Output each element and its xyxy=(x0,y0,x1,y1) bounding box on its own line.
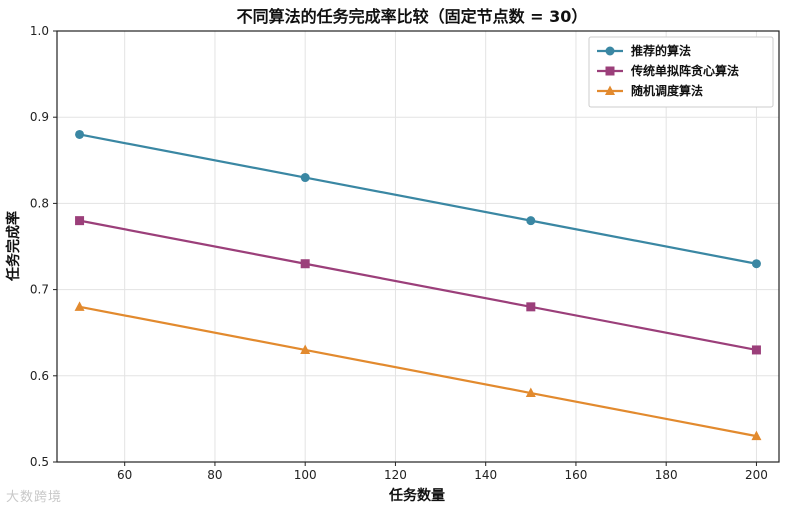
legend-marker xyxy=(605,66,615,76)
series-3 xyxy=(74,301,762,441)
data-point xyxy=(75,216,85,226)
data-point xyxy=(300,344,311,354)
data-point xyxy=(751,345,761,355)
legend-box xyxy=(588,36,774,108)
legend-label: 随机调度算法 xyxy=(631,83,703,98)
series-2 xyxy=(75,216,761,355)
x-tick-label: 180 xyxy=(655,468,678,482)
x-tick-label: 140 xyxy=(474,468,497,482)
series-layer xyxy=(74,129,762,441)
data-point xyxy=(75,129,85,139)
y-tick-label: 0.9 xyxy=(30,110,49,124)
x-tick-label: 80 xyxy=(207,468,222,482)
series-line xyxy=(79,219,757,352)
data-point xyxy=(525,387,536,398)
y-tick-label: 1.0 xyxy=(30,24,49,38)
series-line xyxy=(79,133,757,265)
legend-marker xyxy=(605,85,615,95)
x-axis-label: 任务数量 xyxy=(388,487,445,504)
x-tick-label: 100 xyxy=(294,468,317,482)
series-line xyxy=(79,305,757,438)
watermark: 大数跨境 xyxy=(6,490,63,505)
y-tick-label: 0.8 xyxy=(30,196,49,210)
x-tick-label: 60 xyxy=(117,468,132,482)
y-axis-ticks: 0.5 0.6 0.7 0.8 0.9 1.0 xyxy=(30,24,57,469)
legend-marker xyxy=(605,46,615,56)
data-point xyxy=(300,259,310,269)
series-1 xyxy=(75,129,761,269)
y-tick-label: 0.6 xyxy=(30,369,49,383)
x-tick-label: 200 xyxy=(745,468,768,482)
y-tick-label: 0.5 xyxy=(30,455,49,469)
x-tick-label: 160 xyxy=(564,468,587,482)
y-axis-label: 任务完成率 xyxy=(5,211,22,282)
x-axis-ticks: 60 80 100 120 140 160 180 200 xyxy=(117,462,768,482)
legend-label: 推荐的算法 xyxy=(631,43,691,58)
y-tick-label: 0.7 xyxy=(30,283,49,297)
data-point xyxy=(74,301,85,311)
data-point xyxy=(751,430,762,441)
plot-area xyxy=(56,30,780,463)
data-point xyxy=(751,259,761,269)
data-point xyxy=(526,302,536,312)
data-point xyxy=(526,216,536,226)
legend-label: 传统单拟阵贪心算法 xyxy=(630,63,739,78)
chart-title: 不同算法的任务完成率比较（固定节点数 = 30） xyxy=(237,7,588,26)
x-tick-label: 120 xyxy=(384,468,407,482)
data-point xyxy=(300,173,310,183)
